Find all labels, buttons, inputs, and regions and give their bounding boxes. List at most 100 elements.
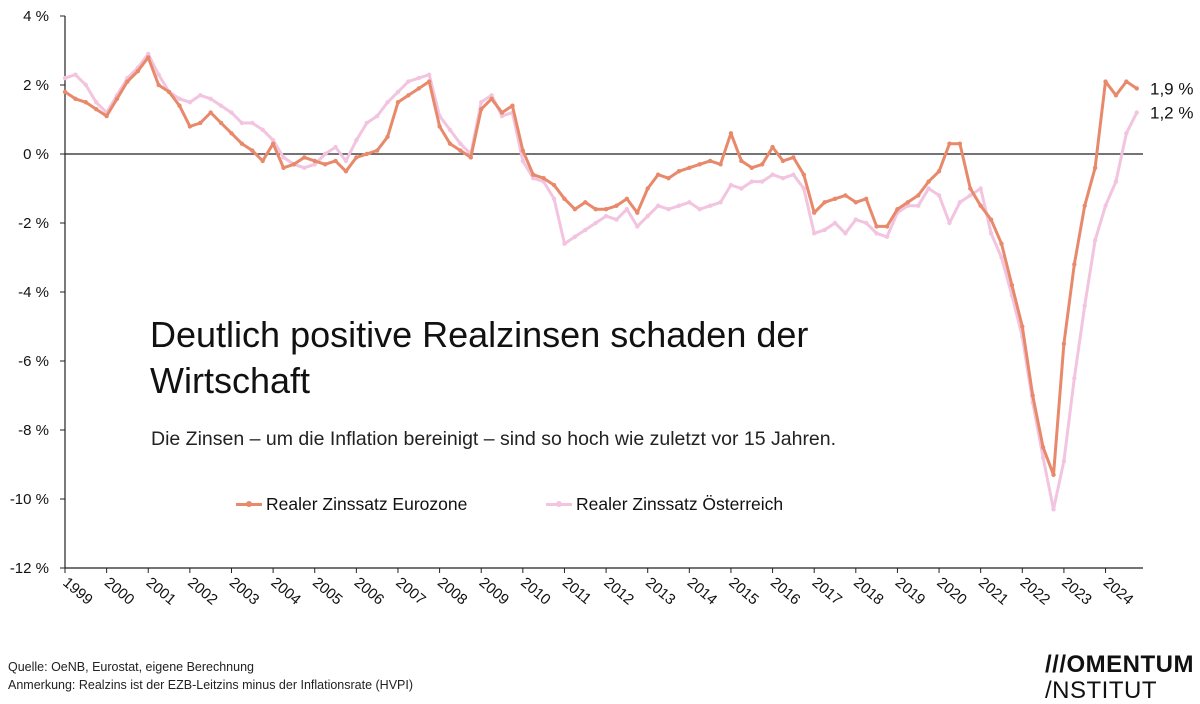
data-point-austria (936, 193, 942, 198)
data-point-austria (770, 172, 775, 177)
source-text: Quelle: OeNB, Eurostat, eigene Berechnun… (8, 660, 254, 674)
data-point-eurozone (104, 113, 109, 119)
x-tick-label: 2001 (143, 574, 179, 608)
data-point-austria (583, 227, 588, 233)
data-point-eurozone (687, 165, 692, 170)
x-tick-label: 2018 (850, 574, 886, 608)
data-point-austria (635, 224, 640, 229)
data-point-eurozone (551, 182, 557, 188)
data-point-austria (603, 213, 609, 219)
data-point-austria (281, 155, 286, 160)
data-point-eurozone (1082, 203, 1087, 208)
data-point-eurozone (416, 86, 421, 91)
data-point-austria (988, 231, 994, 236)
y-tick-label: 4 % (23, 8, 49, 25)
data-point-eurozone (1103, 79, 1108, 84)
data-point-eurozone (302, 155, 307, 160)
data-point-eurozone (1009, 282, 1015, 288)
data-point-eurozone (822, 200, 827, 205)
data-point-eurozone (895, 207, 900, 212)
data-point-austria (864, 220, 869, 226)
data-point-austria (229, 110, 234, 115)
x-tick-label: 2023 (1058, 574, 1094, 608)
data-point-eurozone (697, 162, 702, 167)
data-point-austria (1092, 238, 1098, 243)
data-point-eurozone (406, 93, 411, 98)
data-point-austria (853, 217, 859, 222)
data-point-austria (811, 231, 817, 236)
data-point-eurozone (198, 120, 203, 126)
end-label-austria: 1,2 % (1150, 104, 1193, 123)
data-point-eurozone (801, 172, 806, 177)
data-point-eurozone (343, 169, 349, 174)
x-tick-label: 2000 (101, 574, 137, 608)
data-point-austria (239, 120, 245, 126)
data-point-eurozone (676, 169, 682, 174)
data-point-austria (978, 186, 983, 191)
data-point-austria (926, 186, 931, 191)
data-point-austria (1051, 507, 1056, 512)
data-point-eurozone (1040, 445, 1046, 450)
data-point-austria (531, 175, 536, 181)
data-point-eurozone (926, 179, 931, 184)
legend-item-austria: Realer Zinssatz Österreich (546, 494, 783, 515)
data-point-eurozone (1092, 165, 1098, 170)
data-point-eurozone (1124, 79, 1129, 84)
data-point-eurozone (239, 141, 245, 146)
data-point-eurozone (73, 96, 78, 102)
data-point-austria (572, 234, 578, 239)
data-point-eurozone (572, 207, 578, 212)
data-point-eurozone (759, 162, 765, 167)
data-point-austria (260, 127, 265, 133)
data-point-eurozone (260, 158, 265, 164)
y-tick-label: -8 % (18, 422, 49, 439)
data-point-eurozone (114, 96, 120, 102)
data-point-austria (302, 165, 307, 170)
data-point-eurozone (447, 141, 453, 146)
data-point-austria (614, 217, 619, 222)
data-point-austria (687, 200, 692, 205)
data-point-austria (645, 213, 650, 219)
data-point-eurozone (655, 172, 661, 177)
data-point-austria (250, 120, 255, 126)
data-point-austria (374, 113, 380, 119)
data-point-eurozone (322, 162, 328, 167)
data-point-eurozone (988, 217, 994, 222)
data-point-austria (156, 72, 161, 77)
data-point-eurozone (947, 141, 952, 146)
data-point-eurozone (791, 155, 796, 160)
data-point-austria (1072, 376, 1077, 381)
x-tick-label: 2017 (809, 574, 845, 608)
data-point-eurozone (499, 110, 505, 115)
data-point-eurozone (146, 55, 151, 60)
data-point-eurozone (1051, 472, 1056, 478)
data-point-eurozone (156, 82, 161, 88)
data-point-eurozone (864, 196, 869, 202)
data-point-eurozone (1072, 262, 1077, 267)
data-point-austria (999, 255, 1004, 260)
data-point-austria (146, 51, 151, 57)
x-tick-label: 2002 (184, 574, 220, 608)
y-tick-label: -6 % (18, 353, 49, 370)
data-point-austria (73, 72, 78, 77)
x-tick-label: 2009 (476, 574, 512, 608)
x-tick-label: 2019 (892, 574, 928, 608)
x-tick-label: 2007 (392, 574, 428, 608)
data-point-austria (1040, 455, 1046, 460)
data-point-austria (416, 75, 421, 81)
data-point-austria (1113, 179, 1119, 184)
data-point-eurozone (624, 196, 630, 202)
data-point-austria (1082, 303, 1087, 308)
data-point-eurozone (843, 193, 848, 198)
data-point-austria (354, 138, 359, 143)
end-label-eurozone: 1,9 % (1150, 79, 1193, 98)
data-point-austria (822, 227, 827, 233)
x-tick-label: 2013 (642, 574, 678, 608)
data-point-austria (791, 172, 796, 177)
data-point-eurozone (531, 172, 536, 177)
x-tick-label: 2021 (975, 574, 1011, 608)
data-point-eurozone (395, 100, 401, 105)
chart-series (62, 51, 1139, 512)
data-point-eurozone (603, 207, 609, 212)
data-point-eurozone (916, 193, 921, 198)
